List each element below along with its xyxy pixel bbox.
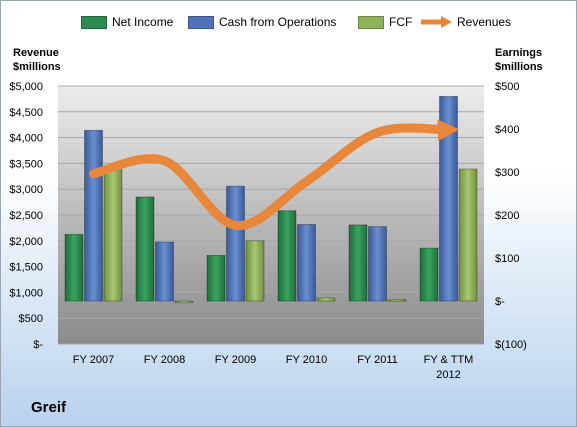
bar-net-income	[419, 247, 439, 302]
legend-swatch-net-income	[81, 15, 107, 29]
bar-cfo	[368, 226, 387, 302]
legend-item-cfo: Cash from Operations	[188, 15, 336, 29]
legend-label-fcf: FCF	[389, 15, 413, 29]
right-axis-title: Earnings $millions	[495, 46, 543, 74]
category-label: FY 2008	[144, 354, 185, 366]
left-tick-label: $2,500	[9, 210, 43, 222]
bar-fcf	[316, 297, 336, 302]
left-axis-title-line2: $millions	[13, 61, 61, 73]
right-tick-label: $500	[495, 81, 519, 93]
legend-label-cfo: Cash from Operations	[219, 15, 337, 29]
bar-net-income	[348, 224, 368, 302]
left-tick-label: $3,500	[9, 158, 43, 170]
bar-net-income	[206, 255, 226, 302]
bar-net-income	[64, 233, 84, 302]
right-axis-title-line1: Earnings	[495, 47, 543, 59]
left-tick-label: $5,000	[9, 81, 43, 93]
category-label: FY 2009	[215, 354, 256, 366]
left-tick-label: $500	[19, 313, 43, 325]
right-tick-label: $200	[495, 210, 519, 222]
bar-cfo	[226, 185, 245, 302]
category-label: 2012	[436, 369, 460, 381]
left-tick-label: $2,000	[9, 236, 43, 248]
bar-cfo	[297, 224, 316, 302]
legend: Net Income Cash from Operations FCF Reve…	[1, 15, 576, 35]
bar-fcf	[458, 168, 478, 302]
left-tick-label: $4,500	[9, 107, 43, 119]
right-axis-title-line2: $millions	[495, 61, 543, 73]
category-label: FY & TTM	[424, 354, 474, 366]
right-tick-label: $100	[495, 253, 519, 265]
bar-fcf	[245, 240, 265, 302]
legend-label-revenues: Revenues	[457, 15, 512, 29]
bar-cfo	[439, 95, 458, 302]
bar-fcf	[387, 299, 407, 302]
bar-net-income	[277, 210, 297, 302]
legend-arrow-icon	[421, 16, 452, 28]
bar-net-income	[135, 196, 155, 302]
category-label: FY 2007	[73, 354, 114, 366]
right-tick-label: $-	[495, 296, 505, 308]
left-tick-label: $-	[33, 339, 43, 351]
right-tick-label: $400	[495, 124, 519, 136]
bar-cfo	[84, 129, 103, 302]
bar-cfo	[155, 241, 174, 302]
category-label: FY 2010	[286, 354, 327, 366]
legend-swatch-fcf	[358, 15, 384, 29]
left-tick-label: $3,000	[9, 184, 43, 196]
category-label: FY 2011	[357, 354, 398, 366]
right-tick-label: $(100)	[495, 339, 527, 351]
left-tick-label: $1,500	[9, 262, 43, 274]
company-name: Greif	[31, 399, 67, 416]
legend-item-revenues: Revenues	[419, 15, 511, 29]
legend-item-fcf: FCF	[358, 15, 412, 29]
revenue-line	[89, 119, 460, 230]
legend-swatch-cfo	[188, 15, 214, 29]
right-tick-label: $300	[495, 167, 519, 179]
bar-fcf	[174, 300, 194, 304]
left-axis-title-line1: Revenue	[13, 47, 59, 59]
legend-label-net-income: Net Income	[112, 15, 174, 29]
bar-fcf	[103, 169, 123, 302]
left-tick-label: $4,000	[9, 133, 43, 145]
left-tick-label: $1,000	[9, 287, 43, 299]
left-axis-title: Revenue $millions	[13, 46, 61, 74]
legend-item-net-income: Net Income	[81, 15, 173, 29]
